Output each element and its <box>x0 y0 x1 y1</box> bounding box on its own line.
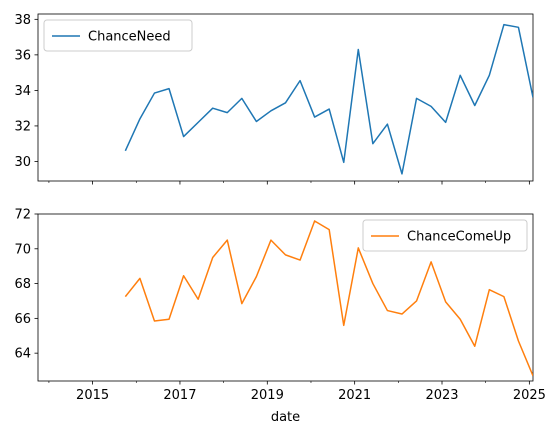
y-tick-label: 70 <box>14 242 31 257</box>
bottom-axes: 64 66 68 70 72 2015 2017 2019 2021 2023 2025 Chance… <box>14 208 545 426</box>
x-tick-label: 2023 <box>425 388 458 403</box>
y-tick-label: 36 <box>14 48 31 63</box>
y-tick-label: 32 <box>14 119 31 134</box>
x-tick-label: 2021 <box>338 388 371 403</box>
series-line-ChanceNeed <box>124 23 533 175</box>
legend-label: ChanceNeed <box>88 30 171 45</box>
legend: ChanceNeed <box>43 19 193 52</box>
y-tick-label: 38 <box>14 13 31 28</box>
legend-box <box>362 219 528 252</box>
y-tick-label: 30 <box>14 155 31 170</box>
axes-frame <box>37 213 534 382</box>
series-line-ChanceComeUp <box>124 220 533 377</box>
x-axis-label: date <box>271 410 300 425</box>
y-tick-label: 68 <box>14 277 31 292</box>
x-tick-label: 2015 <box>76 388 109 403</box>
y-tick-label: 66 <box>14 312 31 327</box>
y-tick-label: 72 <box>14 208 31 223</box>
x-tick-label: 2017 <box>163 388 196 403</box>
legend: ChanceComeUp <box>362 219 528 252</box>
legend-box <box>43 19 193 52</box>
y-tick-label: 34 <box>14 84 31 99</box>
x-tick-label: 2019 <box>251 388 284 403</box>
legend-label: ChanceComeUp <box>407 230 511 245</box>
y-tick-label: 64 <box>14 347 31 362</box>
x-tick-label: 2025 <box>513 388 546 403</box>
top-axes: 30 32 34 36 38 ChanceNeed <box>14 13 534 185</box>
